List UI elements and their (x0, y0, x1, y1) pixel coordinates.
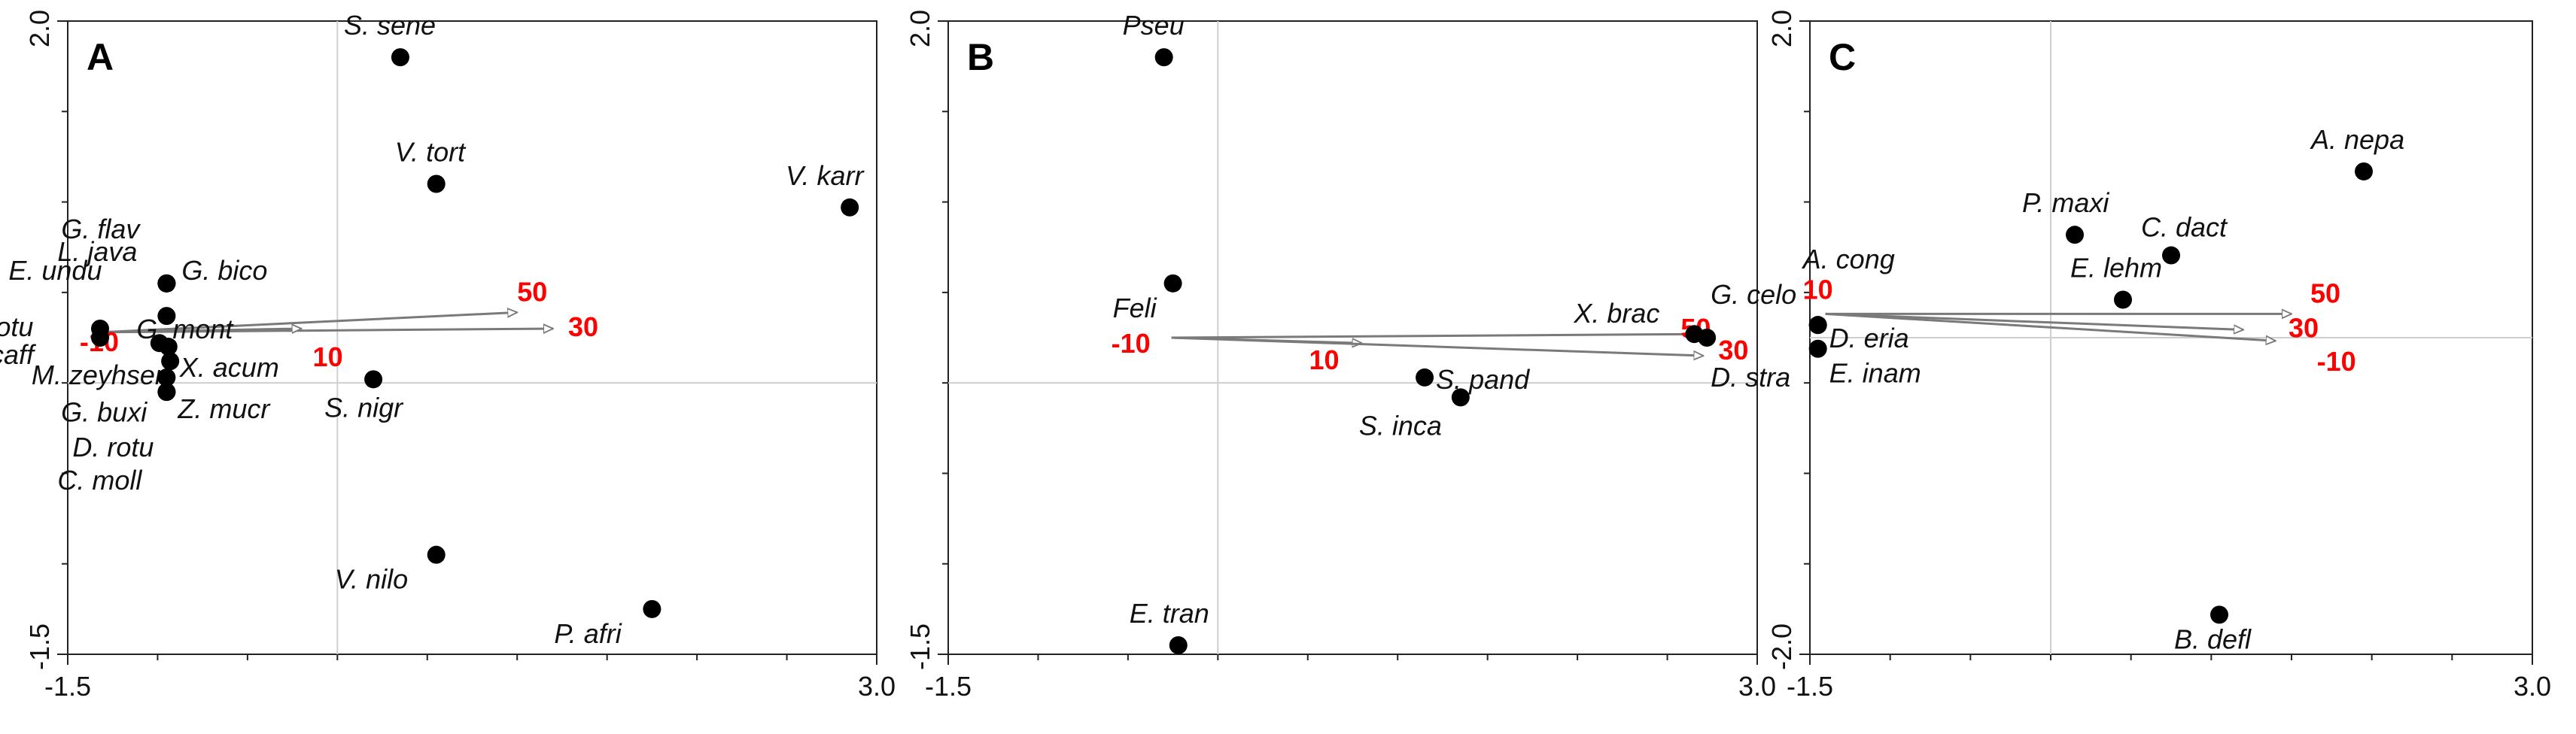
species-label: Feli (1113, 293, 1157, 323)
species-point (1163, 274, 1182, 293)
species-point (841, 198, 859, 217)
env-vector-label: 30 (2289, 312, 2319, 343)
species-label: E. inam (1829, 358, 1921, 389)
species-label: V. karr (786, 160, 865, 191)
species-label: V. nilo (335, 564, 408, 595)
y-tick-label: -1.5 (24, 623, 55, 670)
y-tick-label: 2.0 (24, 10, 55, 47)
species-label: Z. mucr (177, 393, 271, 424)
species-label: S. caff (0, 339, 37, 370)
species-point (161, 352, 180, 371)
species-point (2114, 290, 2132, 309)
species-label: S. sene (344, 10, 436, 41)
species-point (427, 545, 446, 564)
species-point (364, 370, 383, 389)
species-label: G. celo (1711, 279, 1796, 310)
env-vector-arrow (102, 329, 302, 332)
x-tick-label: -1.5 (1787, 671, 1833, 702)
species-label: S. nigr (324, 392, 404, 423)
species-label: E. undu (8, 255, 102, 286)
species-point (643, 599, 661, 618)
species-point (427, 174, 446, 193)
y-tick-label: -1.5 (905, 623, 935, 670)
plot-frame (67, 20, 877, 655)
species-label: D. rotu (72, 432, 154, 463)
x-tick-label: -1.5 (925, 671, 972, 702)
x-tick-label: 3.0 (2514, 671, 2551, 702)
species-label: X. brac (1573, 298, 1659, 329)
species-point (391, 48, 409, 67)
env-vector-label: 50 (517, 276, 547, 307)
env-vector-label: -10 (2317, 346, 2356, 377)
panel-letter: B (967, 36, 994, 78)
species-label: G. buxi (61, 396, 148, 427)
plot-frame (947, 20, 1758, 655)
species-label: A. cong (1802, 244, 1895, 274)
species-point (91, 329, 109, 347)
species-point (2355, 162, 2373, 180)
species-label: L. java (57, 236, 137, 267)
env-vector-label: 10 (1309, 344, 1339, 375)
species-point (157, 307, 176, 326)
species-point (1698, 329, 1717, 347)
x-tick-label: -1.5 (44, 671, 91, 702)
species-label: C. dact (2141, 212, 2228, 243)
env-vector-label: 10 (313, 341, 343, 372)
species-label: C. moll (57, 465, 142, 496)
species-point (1154, 48, 1173, 67)
env-vector-arrow (102, 312, 517, 334)
species-label: V. tort (395, 137, 467, 168)
y-tick-label: 2.0 (905, 10, 935, 47)
species-point (1416, 368, 1434, 387)
x-tick-label: 3.0 (1738, 671, 1776, 702)
env-vector-label: 30 (1718, 335, 1748, 365)
species-point (157, 383, 176, 402)
x-tick-label: 3.0 (858, 671, 896, 702)
species-label: S. pand (1436, 364, 1530, 395)
species-label: P. afri (554, 618, 622, 649)
species-point (1808, 316, 1827, 335)
species-label: D. stra (1711, 362, 1790, 393)
species-point (2066, 226, 2084, 244)
species-label: X. acum (179, 352, 279, 383)
env-vector-label: 10 (1803, 274, 1833, 305)
species-point (2162, 246, 2180, 265)
species-point (157, 368, 176, 387)
species-label: Pseu (1123, 10, 1185, 41)
y-tick-label: 2.0 (1766, 10, 1797, 47)
species-label: M. zeyhseri (32, 359, 171, 390)
env-vector-label: 30 (568, 311, 598, 342)
panel-letter: C (1829, 36, 1856, 78)
env-vector-arrow (1171, 336, 1704, 356)
species-point (2210, 605, 2228, 624)
panel-b: -1.53.02.0-1.5B-10105030PseuFeliX. bracG… (905, 10, 1796, 702)
species-point (1808, 339, 1827, 358)
species-label: D. eria (1829, 323, 1909, 353)
species-point (1169, 635, 1188, 654)
species-label: A. nepa (2310, 124, 2404, 155)
species-point (157, 274, 176, 293)
env-vector-label: -10 (1112, 328, 1151, 359)
species-point (1451, 388, 1470, 407)
species-label: E. tran (1130, 598, 1209, 629)
species-label: E. lehm (2070, 252, 2162, 283)
panel-c: -1.5 3.0 2.0 -2.0 C 10 50 30-10 A. nepa P. maxi C.… (1766, 10, 2551, 702)
env-vector-arrow (1825, 312, 2243, 329)
panel-letter: A (87, 36, 114, 78)
species-label: G. bico (181, 255, 267, 286)
species-label: G. flav (61, 214, 141, 244)
species-label: S. inca (1359, 410, 1442, 441)
species-label: B. defl (2174, 623, 2252, 654)
species-label: P. rotu (0, 311, 33, 342)
species-point (159, 338, 178, 356)
species-label: P. maxi (2022, 187, 2109, 218)
env-vector-arrow (1825, 312, 2276, 341)
env-vector-arrow (1171, 334, 1704, 338)
env-vector-label: 50 (2310, 278, 2340, 308)
y-tick-label: -2.0 (1766, 623, 1797, 670)
